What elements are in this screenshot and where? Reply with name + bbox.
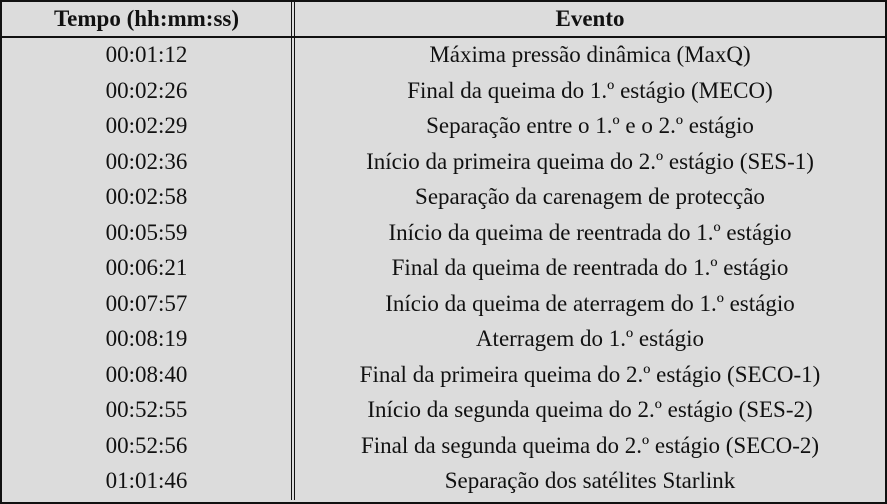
- time-cell: 00:07:57: [2, 286, 295, 322]
- time-cell: 00:08:40: [2, 357, 295, 393]
- header-time: Tempo (hh:mm:ss): [2, 2, 295, 36]
- table-row: 00:52:55 Início da segunda queima do 2.º…: [2, 393, 885, 429]
- event-cell: Separação da carenagem de protecção: [415, 184, 765, 209]
- event-cell: Início da queima de reentrada do 1.º est…: [388, 219, 792, 245]
- header-row: Tempo (hh:mm:ss) Evento: [2, 2, 885, 38]
- event-cell: Separação dos satélites Starlink: [444, 468, 736, 493]
- table-row: 00:06:21 Final da queima de reentrada do…: [2, 251, 885, 287]
- time-cell: 00:02:26: [2, 73, 295, 109]
- event-cell: Final da queima de reentrada do 1.º está…: [391, 255, 789, 280]
- event-cell: Final da queima do 1.º estágio (MECO): [407, 77, 773, 103]
- time-cell: 00:02:58: [2, 180, 295, 216]
- table-row: 00:07:57 Início da queima de aterragem d…: [2, 286, 885, 322]
- event-cell: Início da segunda queima do 2.º estágio …: [367, 397, 813, 422]
- time-cell: 00:52:56: [2, 428, 295, 464]
- table-row: 00:08:19 Aterragem do 1.º estágio: [2, 322, 885, 358]
- table-row: 00:02:29 Separação entre o 1.º e o 2.º e…: [2, 109, 885, 145]
- event-cell: Início da queima de aterragem do 1.º est…: [385, 290, 795, 316]
- table-row: 00:01:12 Máxima pressão dinâmica (MaxQ): [2, 38, 885, 74]
- event-cell: Final da segunda queima do 2.º estágio (…: [360, 432, 820, 458]
- table-row: 00:02:36 Início da primeira queima do 2.…: [2, 144, 885, 180]
- event-cell: Separação entre o 1.º e o 2.º estágio: [426, 113, 754, 138]
- header-event: Evento: [555, 6, 625, 31]
- table-row: 00:08:40 Final da primeira queima do 2.º…: [2, 357, 885, 393]
- event-cell: Máxima pressão dinâmica (MaxQ): [429, 42, 751, 67]
- time-cell: 00:52:55: [2, 393, 295, 429]
- event-cell: Final da primeira queima do 2.º estágio …: [359, 361, 821, 387]
- table-row: 01:01:46 Separação dos satélites Starlin…: [2, 464, 885, 500]
- event-cell: Início da primeira queima do 2.º estágio…: [366, 148, 814, 174]
- table-row: 00:02:58 Separação da carenagem de prote…: [2, 180, 885, 216]
- table-row: 00:52:56 Final da segunda queima do 2.º …: [2, 428, 885, 464]
- time-cell: 00:02:36: [2, 144, 295, 180]
- time-cell: 00:02:29: [2, 109, 295, 145]
- time-cell: 00:08:19: [2, 322, 295, 358]
- time-cell: 00:06:21: [2, 251, 295, 287]
- event-cell: Aterragem do 1.º estágio: [475, 326, 705, 351]
- time-cell: 01:01:46: [2, 464, 295, 500]
- table-row: 00:02:26 Final da queima do 1.º estágio …: [2, 73, 885, 109]
- time-cell: 00:01:12: [2, 38, 295, 74]
- time-cell: 00:05:59: [2, 215, 295, 251]
- table-row: 00:05:59 Início da queima de reentrada d…: [2, 215, 885, 251]
